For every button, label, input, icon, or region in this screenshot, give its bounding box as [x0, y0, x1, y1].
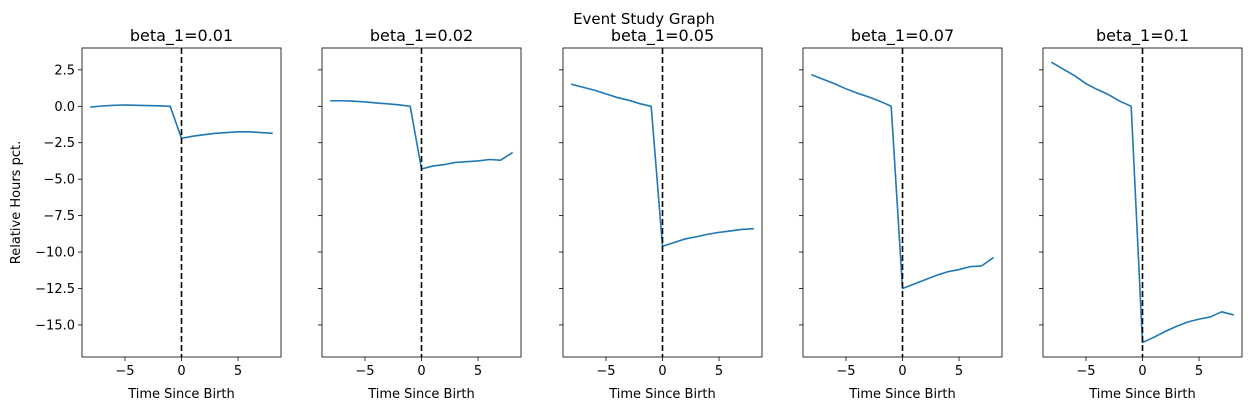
x-axis-label: Time Since Birth [127, 387, 235, 402]
x-tick-label: −5 [596, 364, 615, 379]
panel-title: beta_1=0.1 [1096, 26, 1189, 46]
x-tick-label: 5 [715, 364, 723, 379]
y-axis-label: Relative Hours pct. [9, 141, 24, 264]
y-tick-label: −7.5 [43, 209, 75, 224]
x-tick-label: 5 [1195, 364, 1203, 379]
series-line-1 [1050, 61, 1234, 344]
x-tick-label: 5 [234, 364, 242, 379]
series-line-1 [811, 73, 995, 290]
x-tick-label: 0 [1138, 364, 1146, 379]
panel-1: −5 0 5 2.5 0.0 −2.5 −5.0 −7.5 −10.0 −12.5 −15.0 bet… [9, 26, 282, 402]
x-tick-label: 0 [658, 364, 666, 379]
x-tick-label: 5 [474, 364, 482, 379]
y-tick-label: 0.0 [54, 100, 75, 115]
y-tick-label: −15.0 [35, 318, 75, 333]
y-tick-label: −12.5 [35, 282, 75, 297]
x-tick-label: −5 [355, 364, 374, 379]
panel-title: beta_1=0.07 [851, 26, 954, 46]
x-tick-label: −5 [1076, 364, 1095, 379]
x-tick-label: 0 [417, 364, 425, 379]
panel-title: beta_1=0.02 [370, 26, 473, 46]
x-tick-label: 0 [177, 364, 185, 379]
y-tick-label: −10.0 [35, 246, 75, 261]
panel-2: −5 0 5 beta_1=0.02 Time Since Birth [318, 26, 522, 402]
x-tick-label: −5 [836, 364, 855, 379]
y-tick-label: −5.0 [43, 173, 75, 188]
panel-3: −5 0 5 beta_1=0.05 Time Since Birth [559, 26, 763, 402]
x-tick-label: 0 [898, 364, 906, 379]
y-tick-label: −2.5 [43, 136, 75, 151]
panel-5: −5 0 5 beta_1=0.1 Time Since Birth [1039, 26, 1243, 402]
x-tick-label: 5 [955, 364, 963, 379]
x-axis-label: Time Since Birth [367, 387, 475, 402]
panel-title: beta_1=0.05 [611, 26, 714, 46]
figure-title: Event Study Graph [573, 10, 715, 28]
x-axis-label: Time Since Birth [848, 387, 956, 402]
panel-title: beta_1=0.01 [130, 26, 233, 46]
x-tick-label: −5 [115, 364, 134, 379]
x-axis-label: Time Since Birth [608, 387, 716, 402]
y-tick-label: 2.5 [54, 63, 75, 78]
x-axis-label: Time Since Birth [1088, 387, 1196, 402]
panel-4: −5 0 5 beta_1=0.07 Time Since Birth [799, 26, 1003, 402]
